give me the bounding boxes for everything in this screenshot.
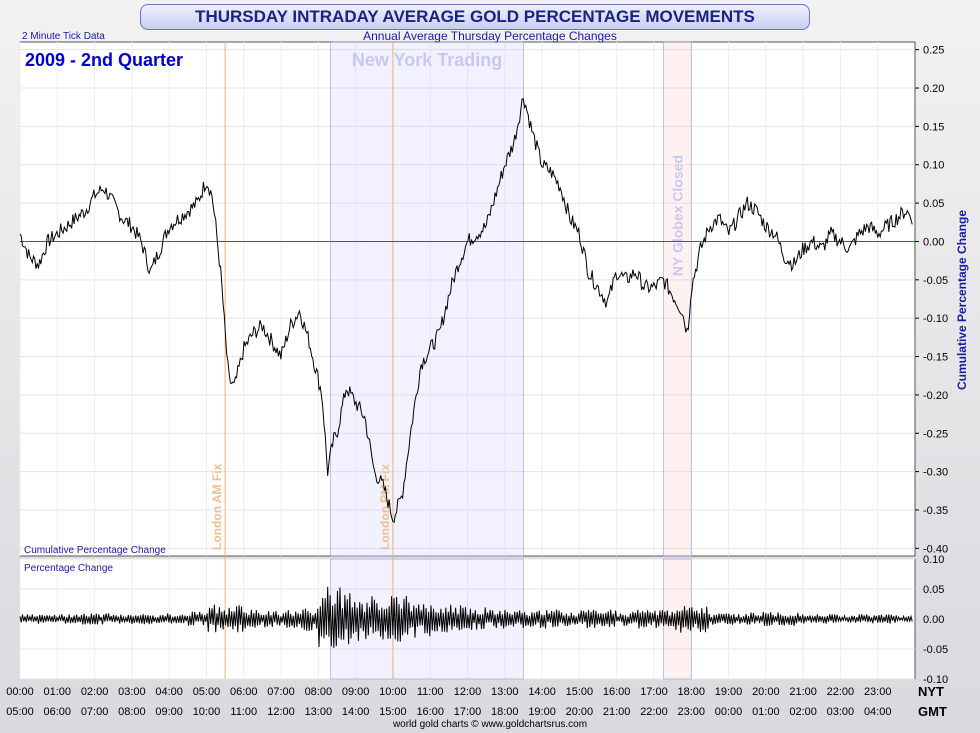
x-tick-label-gmt: 19:00 [528,706,556,718]
percentage-series-line [19,586,913,648]
y-tick-label: -0.15 [923,352,948,364]
x-tick-label-nyt: 11:00 [417,686,444,698]
x-tick-label-nyt: 21:00 [789,686,817,698]
x-tick-label-gmt: 13:00 [305,706,333,718]
lower-y-ticks: 0.10 0.05 0.00 -0.05 -0.10 [923,554,948,686]
x-tick-label-nyt: 09:00 [342,686,370,698]
x-tick-label-gmt: 05:00 [6,706,34,718]
x-tick-label-gmt: 15:00 [379,706,407,718]
x-tick-label-nyt: 19:00 [715,686,743,698]
x-tick-label-gmt: 16:00 [416,706,444,718]
x-tick-label-nyt: 10:00 [379,686,407,698]
shaded-region [662,41,692,557]
x-tick-label-gmt: 03:00 [827,706,855,718]
y-tick-label: -0.40 [923,543,948,555]
chart-title: THURSDAY INTRADAY AVERAGE GOLD PERCENTAG… [195,7,755,26]
x-tick-label-nyt: 08:00 [305,686,333,698]
x-tick-label-gmt: 11:00 [230,706,257,718]
x-tick-label-nyt: 12:00 [454,686,482,698]
lower-panel-title: Percentage Change [24,563,113,574]
x-tick-label-nyt: 13:00 [491,686,519,698]
x-tick-label-nyt: 05:00 [193,686,221,698]
y-tick-label: 0.15 [923,121,944,133]
x-tick-label-gmt: 12:00 [267,706,295,718]
x-tick-label-nyt: 23:00 [864,686,892,698]
fix-marker-label: London PM Fix [378,464,392,550]
x-tick-label-nyt: 14:00 [528,686,556,698]
x-tick-label-gmt: 23:00 [677,706,705,718]
x-tick-label-nyt: 03:00 [118,686,146,698]
x-tick-label-gmt: 08:00 [118,706,146,718]
x-tick-label-gmt: 02:00 [789,706,817,718]
x-tick-label-nyt: 07:00 [267,686,295,698]
y-tick-label: -0.05 [923,644,948,656]
cumulative-series-line [19,98,913,523]
y-tick-label: 0.20 [923,83,944,95]
x-tick-label-nyt: 01:00 [44,686,72,698]
main-y-ticks: 0.25 0.20 0.15 0.10 0.05 0.00 -0.05 -0.10 -0.15 -… [915,45,948,555]
x-tick-label-nyt: 15:00 [566,686,594,698]
x-tick-label-nyt: 00:00 [6,686,34,698]
shaded-region-label: NY Globex Closed [669,155,685,276]
x-tick-label-nyt: 02:00 [81,686,109,698]
x-tick-label-nyt: 04:00 [155,686,183,698]
x-tick-label-gmt: 07:00 [81,706,109,718]
y-tick-label: -0.20 [923,390,948,402]
fix-markers: London AM Fix London PM Fix [210,42,394,679]
x-tick-label-gmt: 22:00 [640,706,668,718]
y-tick-label: -0.10 [923,674,948,686]
y-tick-label: -0.35 [923,505,948,517]
y-tick-label: 0.00 [923,236,944,248]
tick-note: 2 Minute Tick Data [22,31,105,42]
y-tick-label: -0.25 [923,428,948,440]
x-tick-label-nyt: 22:00 [827,686,855,698]
shaded-region [330,41,524,557]
x-tick-label-gmt: 14:00 [342,706,370,718]
x-tick-label-gmt: 06:00 [44,706,72,718]
timezone-gmt: GMT [918,704,947,719]
y-tick-label: 0.10 [923,160,944,172]
main-panel-title: Cumulative Percentage Change [24,545,166,556]
x-tick-label-gmt: 09:00 [155,706,183,718]
y-tick-label: -0.05 [923,275,948,287]
x-tick-label-nyt: 20:00 [752,686,780,698]
x-tick-label-nyt: 17:00 [640,686,668,698]
y-tick-label: 0.00 [923,614,944,626]
x-ticks: 00:00 05:00 01:00 06:00 02:00 07:00 03:00 08:00… [6,686,891,718]
period-label: 2009 - 2nd Quarter [25,50,183,70]
title-banner: THURSDAY INTRADAY AVERAGE GOLD PERCENTAG… [140,4,810,30]
x-tick-label-nyt: 16:00 [603,686,631,698]
x-tick-label-gmt: 21:00 [603,706,631,718]
y-tick-label: 0.25 [923,45,944,57]
x-tick-label-gmt: 01:00 [752,706,780,718]
x-tick-label-gmt: 20:00 [566,706,594,718]
y-tick-label: 0.05 [923,198,944,210]
x-tick-label-nyt: 18:00 [677,686,705,698]
chart-subtitle: Annual Average Thursday Percentage Chang… [363,29,617,43]
timezone-nyt: NYT [918,684,944,699]
y-tick-label: 0.05 [923,584,944,596]
x-tick-label-nyt: 06:00 [230,686,258,698]
x-tick-label-gmt: 10:00 [193,706,221,718]
fix-marker-label: London AM Fix [210,463,224,550]
credit-label: world gold charts © www.goldchartsrus.co… [392,719,587,730]
x-tick-label-gmt: 04:00 [864,706,892,718]
y-tick-label: -0.30 [923,467,948,479]
x-tick-label-gmt: 17:00 [454,706,482,718]
x-tick-label-gmt: 00:00 [715,706,743,718]
y-tick-label: 0.10 [923,554,944,566]
x-tick-label-gmt: 18:00 [491,706,519,718]
y-tick-label: -0.10 [923,313,948,325]
shaded-region-label: New York Trading [352,50,502,70]
y-axis-label: Cumulative Percentage Change [955,210,969,390]
